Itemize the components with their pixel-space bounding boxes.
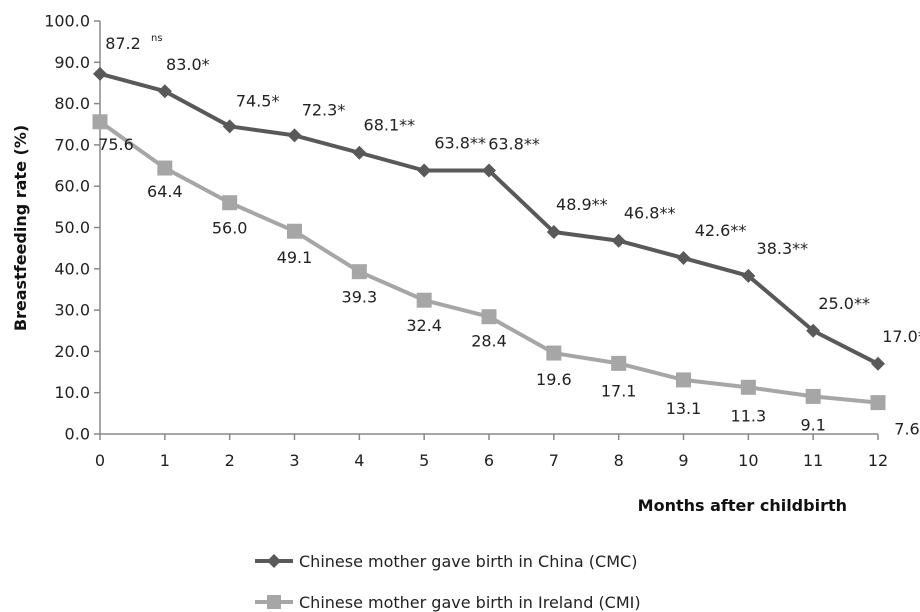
legend-item-cmi: Chinese mother gave birth in Ireland (CM… bbox=[255, 593, 641, 612]
legend-label-cmc: Chinese mother gave birth in China (CMC) bbox=[299, 552, 637, 571]
data-label-superscript: ns bbox=[151, 33, 163, 44]
data-label-cmc: 63.8** bbox=[488, 135, 540, 154]
x-tick-label: 9 bbox=[678, 451, 688, 470]
data-point-cmc bbox=[806, 323, 821, 338]
data-label-cmc: 48.9** bbox=[556, 195, 608, 214]
data-label-cmc: 46.8** bbox=[624, 204, 676, 223]
data-point-cmi bbox=[676, 372, 691, 388]
data-label-cmc: 38.3** bbox=[757, 239, 809, 258]
x-tick-label: 3 bbox=[289, 451, 299, 470]
data-label-cmi: 17.1 bbox=[601, 381, 637, 400]
legend-item-cmc: Chinese mother gave birth in China (CMC) bbox=[255, 552, 637, 571]
data-point-cmi bbox=[805, 388, 821, 404]
y-tick-label: 80.0 bbox=[54, 94, 90, 113]
x-tick-label: 7 bbox=[549, 451, 559, 470]
y-tick-label: 50.0 bbox=[54, 218, 90, 237]
data-label-cmi: 7.6 bbox=[894, 420, 919, 439]
x-tick-label: 5 bbox=[419, 451, 429, 470]
y-tick-label: 30.0 bbox=[54, 301, 90, 320]
data-point-cmi bbox=[611, 355, 627, 371]
data-point-cmi bbox=[546, 345, 562, 361]
data-point-cmi bbox=[222, 195, 238, 211]
data-label-cmc: 83.0* bbox=[166, 55, 210, 74]
y-tick-label: 0.0 bbox=[65, 425, 90, 444]
data-point-cmc bbox=[546, 225, 561, 240]
data-point-cmi bbox=[740, 379, 756, 395]
data-label-cmc: 63.8** bbox=[434, 134, 486, 153]
data-point-cmc bbox=[222, 119, 237, 134]
data-point-cmi bbox=[416, 292, 432, 308]
data-point-cmc bbox=[157, 84, 172, 99]
x-tick-label: 2 bbox=[225, 451, 235, 470]
data-point-cmc bbox=[352, 145, 367, 160]
y-tick-label: 60.0 bbox=[54, 177, 90, 196]
data-label-cmi: 13.1 bbox=[666, 399, 702, 418]
data-label-cmi: 11.3 bbox=[731, 406, 767, 425]
y-tick-label: 20.0 bbox=[54, 342, 90, 361]
legend-marker-cmi bbox=[267, 595, 281, 609]
legend-label-cmi: Chinese mother gave birth in Ireland (CM… bbox=[299, 593, 641, 612]
data-point-cmc bbox=[741, 268, 756, 283]
data-label-cmc: 25.0** bbox=[818, 294, 870, 313]
legend: Chinese mother gave birth in China (CMC)… bbox=[255, 552, 641, 612]
data-point-cmc bbox=[93, 66, 107, 81]
data-point-cmc bbox=[287, 128, 302, 143]
data-label-cmi: 75.6 bbox=[98, 135, 134, 154]
x-tick-label: 1 bbox=[160, 451, 170, 470]
y-tick-label: 10.0 bbox=[54, 383, 90, 402]
data-label-cmi: 49.1 bbox=[277, 248, 313, 267]
data-point-cmc bbox=[482, 163, 496, 178]
y-tick-label: 100.0 bbox=[44, 12, 90, 31]
data-label-cmi: 9.1 bbox=[800, 415, 825, 434]
x-axis-ticks: 0 1 2 3 4 5 6 7 8 9 10 11 12 bbox=[95, 434, 888, 470]
data-label-cmc: 17.0** bbox=[882, 327, 920, 346]
x-tick-label: 4 bbox=[354, 451, 364, 470]
x-axis-title: Months after childbirth bbox=[638, 496, 847, 515]
data-label-cmi: 56.0 bbox=[212, 219, 248, 238]
series-layer bbox=[92, 66, 886, 411]
data-point-cmc bbox=[676, 251, 691, 266]
data-label-cmc: 87.2 bbox=[105, 34, 141, 53]
y-axis-ticks: 0.0 10.0 20.0 30.0 40.0 50.0 60.0 70.0 80.0 90.0 1… bbox=[44, 12, 100, 444]
y-tick-label: 40.0 bbox=[54, 259, 90, 278]
x-tick-label: 12 bbox=[868, 451, 888, 470]
data-label-cmi: 28.4 bbox=[471, 332, 507, 351]
y-tick-label: 70.0 bbox=[54, 135, 90, 154]
data-point-cmi bbox=[157, 160, 173, 176]
data-label-cmi: 64.4 bbox=[147, 182, 183, 201]
data-point-cmi bbox=[870, 395, 886, 411]
data-point-cmi bbox=[287, 223, 302, 239]
data-label-cmc: 72.3* bbox=[302, 100, 346, 119]
x-tick-label: 8 bbox=[614, 451, 624, 470]
x-tick-label: 6 bbox=[484, 451, 494, 470]
data-point-cmi bbox=[351, 264, 367, 280]
data-label-cmc: 74.5* bbox=[236, 91, 280, 110]
data-point-cmi bbox=[481, 309, 497, 325]
data-point-cmi bbox=[92, 114, 108, 130]
data-label-cmi: 39.3 bbox=[342, 288, 378, 307]
y-tick-label: 90.0 bbox=[54, 53, 90, 72]
x-tick-label: 0 bbox=[95, 451, 105, 470]
data-point-cmc bbox=[871, 356, 885, 371]
data-label-cmi: 32.4 bbox=[406, 316, 442, 335]
data-label-cmc: 42.6** bbox=[695, 221, 747, 240]
x-tick-label: 10 bbox=[738, 451, 758, 470]
y-axis-title: Breastfeeding rate (%) bbox=[11, 125, 30, 331]
legend-marker-cmc bbox=[267, 554, 281, 568]
x-tick-label: 11 bbox=[803, 451, 823, 470]
data-point-cmc bbox=[611, 233, 626, 248]
data-label-cmi: 19.6 bbox=[536, 370, 572, 389]
data-label-cmc: 68.1** bbox=[364, 116, 416, 135]
data-point-cmc bbox=[417, 163, 432, 178]
